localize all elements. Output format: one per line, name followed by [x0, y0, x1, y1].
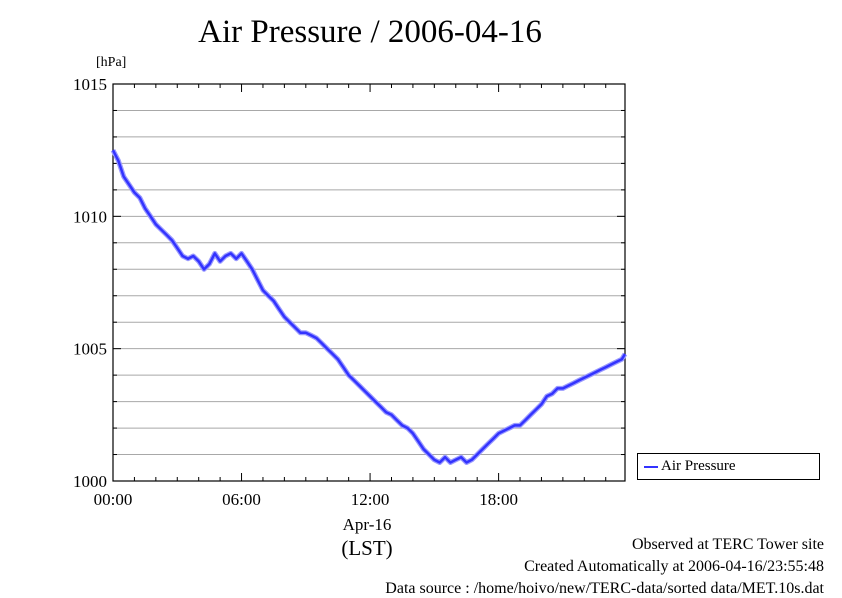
chart-legend: Air Pressure: [637, 453, 820, 480]
y-tick-label: 1000: [73, 472, 107, 491]
x-tick-label: 12:00: [351, 490, 390, 509]
footer-source: Data source : /home/hoivo/new/TERC-data/…: [385, 580, 824, 597]
legend-label: Air Pressure: [661, 458, 736, 474]
y-axis-unit-label: [hPa]: [96, 55, 127, 70]
y-tick-label: 1015: [73, 75, 107, 94]
x-axis-date-label: Apr-16: [342, 515, 392, 534]
y-tick-label: 1010: [73, 207, 107, 226]
x-tick-label: 06:00: [222, 490, 261, 509]
y-tick-label: 1005: [73, 340, 107, 359]
legend-swatch: [644, 465, 658, 468]
footer-observed: Observed at TERC Tower site: [631, 536, 824, 553]
x-axis-unit-label: (LST): [341, 536, 393, 560]
plot-frame: [112, 83, 626, 482]
series-line-halo: [110, 149, 628, 465]
footer-created: Created Automatically at 2006-04-16/23:5…: [524, 558, 824, 575]
series-line-air-pressure: [111, 149, 627, 464]
x-tick-label: 18:00: [479, 490, 518, 509]
chart-title: Air Pressure / 2006-04-16: [198, 14, 542, 50]
x-tick-label: 00:00: [94, 490, 133, 509]
